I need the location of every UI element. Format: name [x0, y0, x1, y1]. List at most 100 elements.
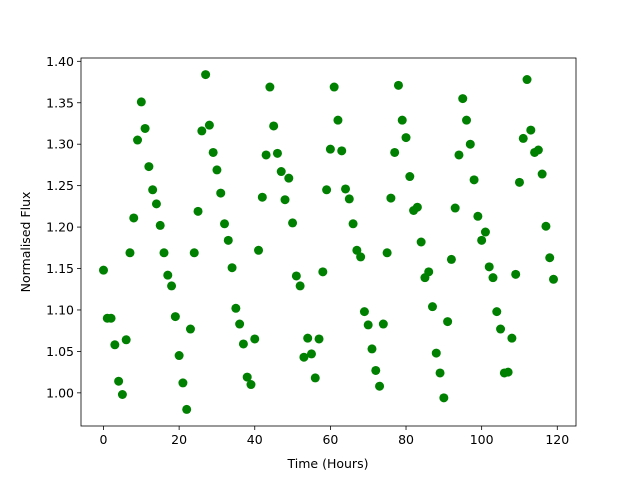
point	[201, 70, 211, 80]
point	[424, 267, 434, 277]
point	[114, 376, 124, 386]
point	[227, 263, 237, 273]
point	[140, 123, 150, 133]
point	[155, 220, 165, 230]
point	[496, 324, 506, 334]
plot-frame	[80, 57, 577, 427]
point	[254, 245, 264, 255]
point	[310, 373, 320, 383]
point	[386, 193, 396, 203]
x-tick-label: 80	[398, 432, 414, 447]
point	[197, 126, 207, 136]
point	[223, 235, 233, 245]
point	[242, 372, 252, 382]
x-axis-label: Time (Hours)	[287, 456, 369, 471]
point	[231, 303, 241, 313]
point	[322, 185, 332, 195]
point	[167, 281, 177, 291]
point	[469, 175, 479, 185]
point	[261, 150, 271, 160]
point	[178, 378, 188, 388]
point	[129, 213, 139, 223]
point	[163, 270, 173, 280]
point	[465, 139, 475, 149]
point	[148, 185, 158, 195]
point	[390, 147, 400, 157]
point	[272, 148, 282, 158]
point	[458, 94, 468, 104]
point	[280, 195, 290, 205]
point	[367, 344, 377, 354]
point	[522, 75, 532, 85]
point	[518, 133, 528, 143]
point	[405, 172, 415, 182]
point	[303, 333, 313, 343]
point	[412, 202, 422, 212]
point	[446, 254, 456, 264]
point	[185, 324, 195, 334]
point	[352, 245, 362, 255]
point	[443, 317, 453, 327]
y-tick-label: 1.40	[46, 54, 74, 69]
point	[193, 206, 203, 216]
point	[159, 248, 169, 258]
point	[541, 221, 551, 231]
point	[511, 269, 521, 279]
x-tick-label: 60	[322, 432, 338, 447]
y-tick-label: 1.05	[46, 344, 74, 359]
point	[477, 235, 487, 245]
point	[269, 121, 279, 131]
y-tick-label: 1.15	[46, 261, 74, 276]
point	[189, 248, 199, 258]
point	[170, 312, 180, 322]
x-tick-label: 20	[171, 432, 187, 447]
x-tick-label: 120	[545, 432, 569, 447]
point	[235, 319, 245, 329]
point	[257, 192, 267, 202]
point	[450, 203, 460, 213]
point	[356, 252, 366, 262]
point	[488, 273, 498, 283]
point	[333, 115, 343, 125]
y-tick-label: 1.00	[46, 385, 74, 400]
point	[204, 120, 214, 130]
y-tick-label: 1.10	[46, 302, 74, 317]
point	[503, 367, 513, 377]
point	[507, 333, 517, 343]
point	[265, 82, 275, 92]
point	[208, 147, 218, 157]
point	[537, 169, 547, 179]
point	[314, 334, 324, 344]
point	[318, 267, 328, 277]
point	[291, 271, 301, 281]
point	[371, 365, 381, 375]
point	[401, 133, 411, 143]
point	[288, 218, 298, 228]
point	[416, 237, 426, 247]
point	[454, 150, 464, 160]
point	[375, 381, 385, 391]
point	[435, 368, 445, 378]
point	[439, 393, 449, 403]
point	[212, 165, 222, 175]
point	[246, 380, 256, 390]
point	[382, 248, 392, 258]
x-tick-label: 100	[470, 432, 494, 447]
x-tick-label: 0	[100, 432, 108, 447]
point	[174, 351, 184, 361]
point	[462, 115, 472, 125]
point	[526, 125, 536, 135]
point	[341, 184, 351, 194]
point	[431, 348, 441, 358]
point	[238, 339, 248, 349]
point	[329, 82, 339, 92]
point	[473, 211, 483, 221]
point	[393, 80, 403, 90]
point	[182, 404, 192, 414]
point	[325, 144, 335, 154]
point	[144, 162, 154, 172]
point	[363, 320, 373, 330]
point	[121, 335, 131, 345]
point	[359, 307, 369, 317]
